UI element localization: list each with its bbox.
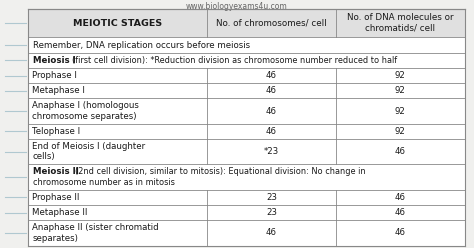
Text: Prophase II: Prophase II bbox=[32, 193, 80, 202]
Bar bbox=[28, 205, 465, 220]
Text: Prophase I: Prophase I bbox=[32, 71, 77, 80]
Bar bbox=[28, 68, 465, 83]
Text: 46: 46 bbox=[266, 71, 277, 80]
Text: *23: *23 bbox=[264, 147, 279, 156]
Text: MEIOTIC STAGES: MEIOTIC STAGES bbox=[73, 19, 163, 28]
Text: End of Meiosis I (daughter
cells): End of Meiosis I (daughter cells) bbox=[32, 142, 146, 161]
Bar bbox=[28, 53, 465, 68]
Text: 92: 92 bbox=[395, 107, 406, 116]
Text: 23: 23 bbox=[266, 208, 277, 217]
Text: Metaphase II: Metaphase II bbox=[32, 208, 88, 217]
Text: 46: 46 bbox=[395, 147, 406, 156]
Text: www.biologyexams4u.com: www.biologyexams4u.com bbox=[186, 2, 288, 11]
Text: chromosome number as in mitosis: chromosome number as in mitosis bbox=[33, 178, 175, 187]
Text: Meiosis II: Meiosis II bbox=[33, 167, 79, 176]
Text: (first cell division): *Reduction division as chromosome number reduced to half: (first cell division): *Reduction divisi… bbox=[72, 56, 397, 65]
Text: No. of chromosomes/ cell: No. of chromosomes/ cell bbox=[216, 19, 327, 28]
Bar bbox=[28, 83, 465, 98]
Text: 46: 46 bbox=[395, 208, 406, 217]
Text: Meiosis I: Meiosis I bbox=[33, 56, 76, 65]
Text: 46: 46 bbox=[395, 228, 406, 237]
Text: 92: 92 bbox=[395, 71, 406, 80]
Text: 46: 46 bbox=[395, 193, 406, 202]
Text: No. of DNA molecules or
chromatids/ cell: No. of DNA molecules or chromatids/ cell bbox=[347, 13, 454, 33]
Text: Anaphase I (homologous
chromosome separates): Anaphase I (homologous chromosome separa… bbox=[32, 101, 139, 121]
Text: 92: 92 bbox=[395, 86, 406, 95]
Text: 46: 46 bbox=[266, 107, 277, 116]
Text: 46: 46 bbox=[266, 228, 277, 237]
Text: Metaphase I: Metaphase I bbox=[32, 86, 85, 95]
Text: 46: 46 bbox=[266, 127, 277, 136]
Text: Telophase I: Telophase I bbox=[32, 127, 81, 136]
Bar bbox=[28, 190, 465, 205]
Text: Remember, DNA replication occurs before meiosis: Remember, DNA replication occurs before … bbox=[33, 41, 250, 50]
Text: (2nd cell division, similar to mitosis): Equational division: No change in: (2nd cell division, similar to mitosis):… bbox=[75, 167, 366, 176]
Text: Anaphase II (sister chromatid
separates): Anaphase II (sister chromatid separates) bbox=[32, 223, 159, 243]
Text: 92: 92 bbox=[395, 127, 406, 136]
Text: 46: 46 bbox=[266, 86, 277, 95]
Bar bbox=[28, 124, 465, 139]
Bar bbox=[28, 37, 465, 53]
Text: 23: 23 bbox=[266, 193, 277, 202]
